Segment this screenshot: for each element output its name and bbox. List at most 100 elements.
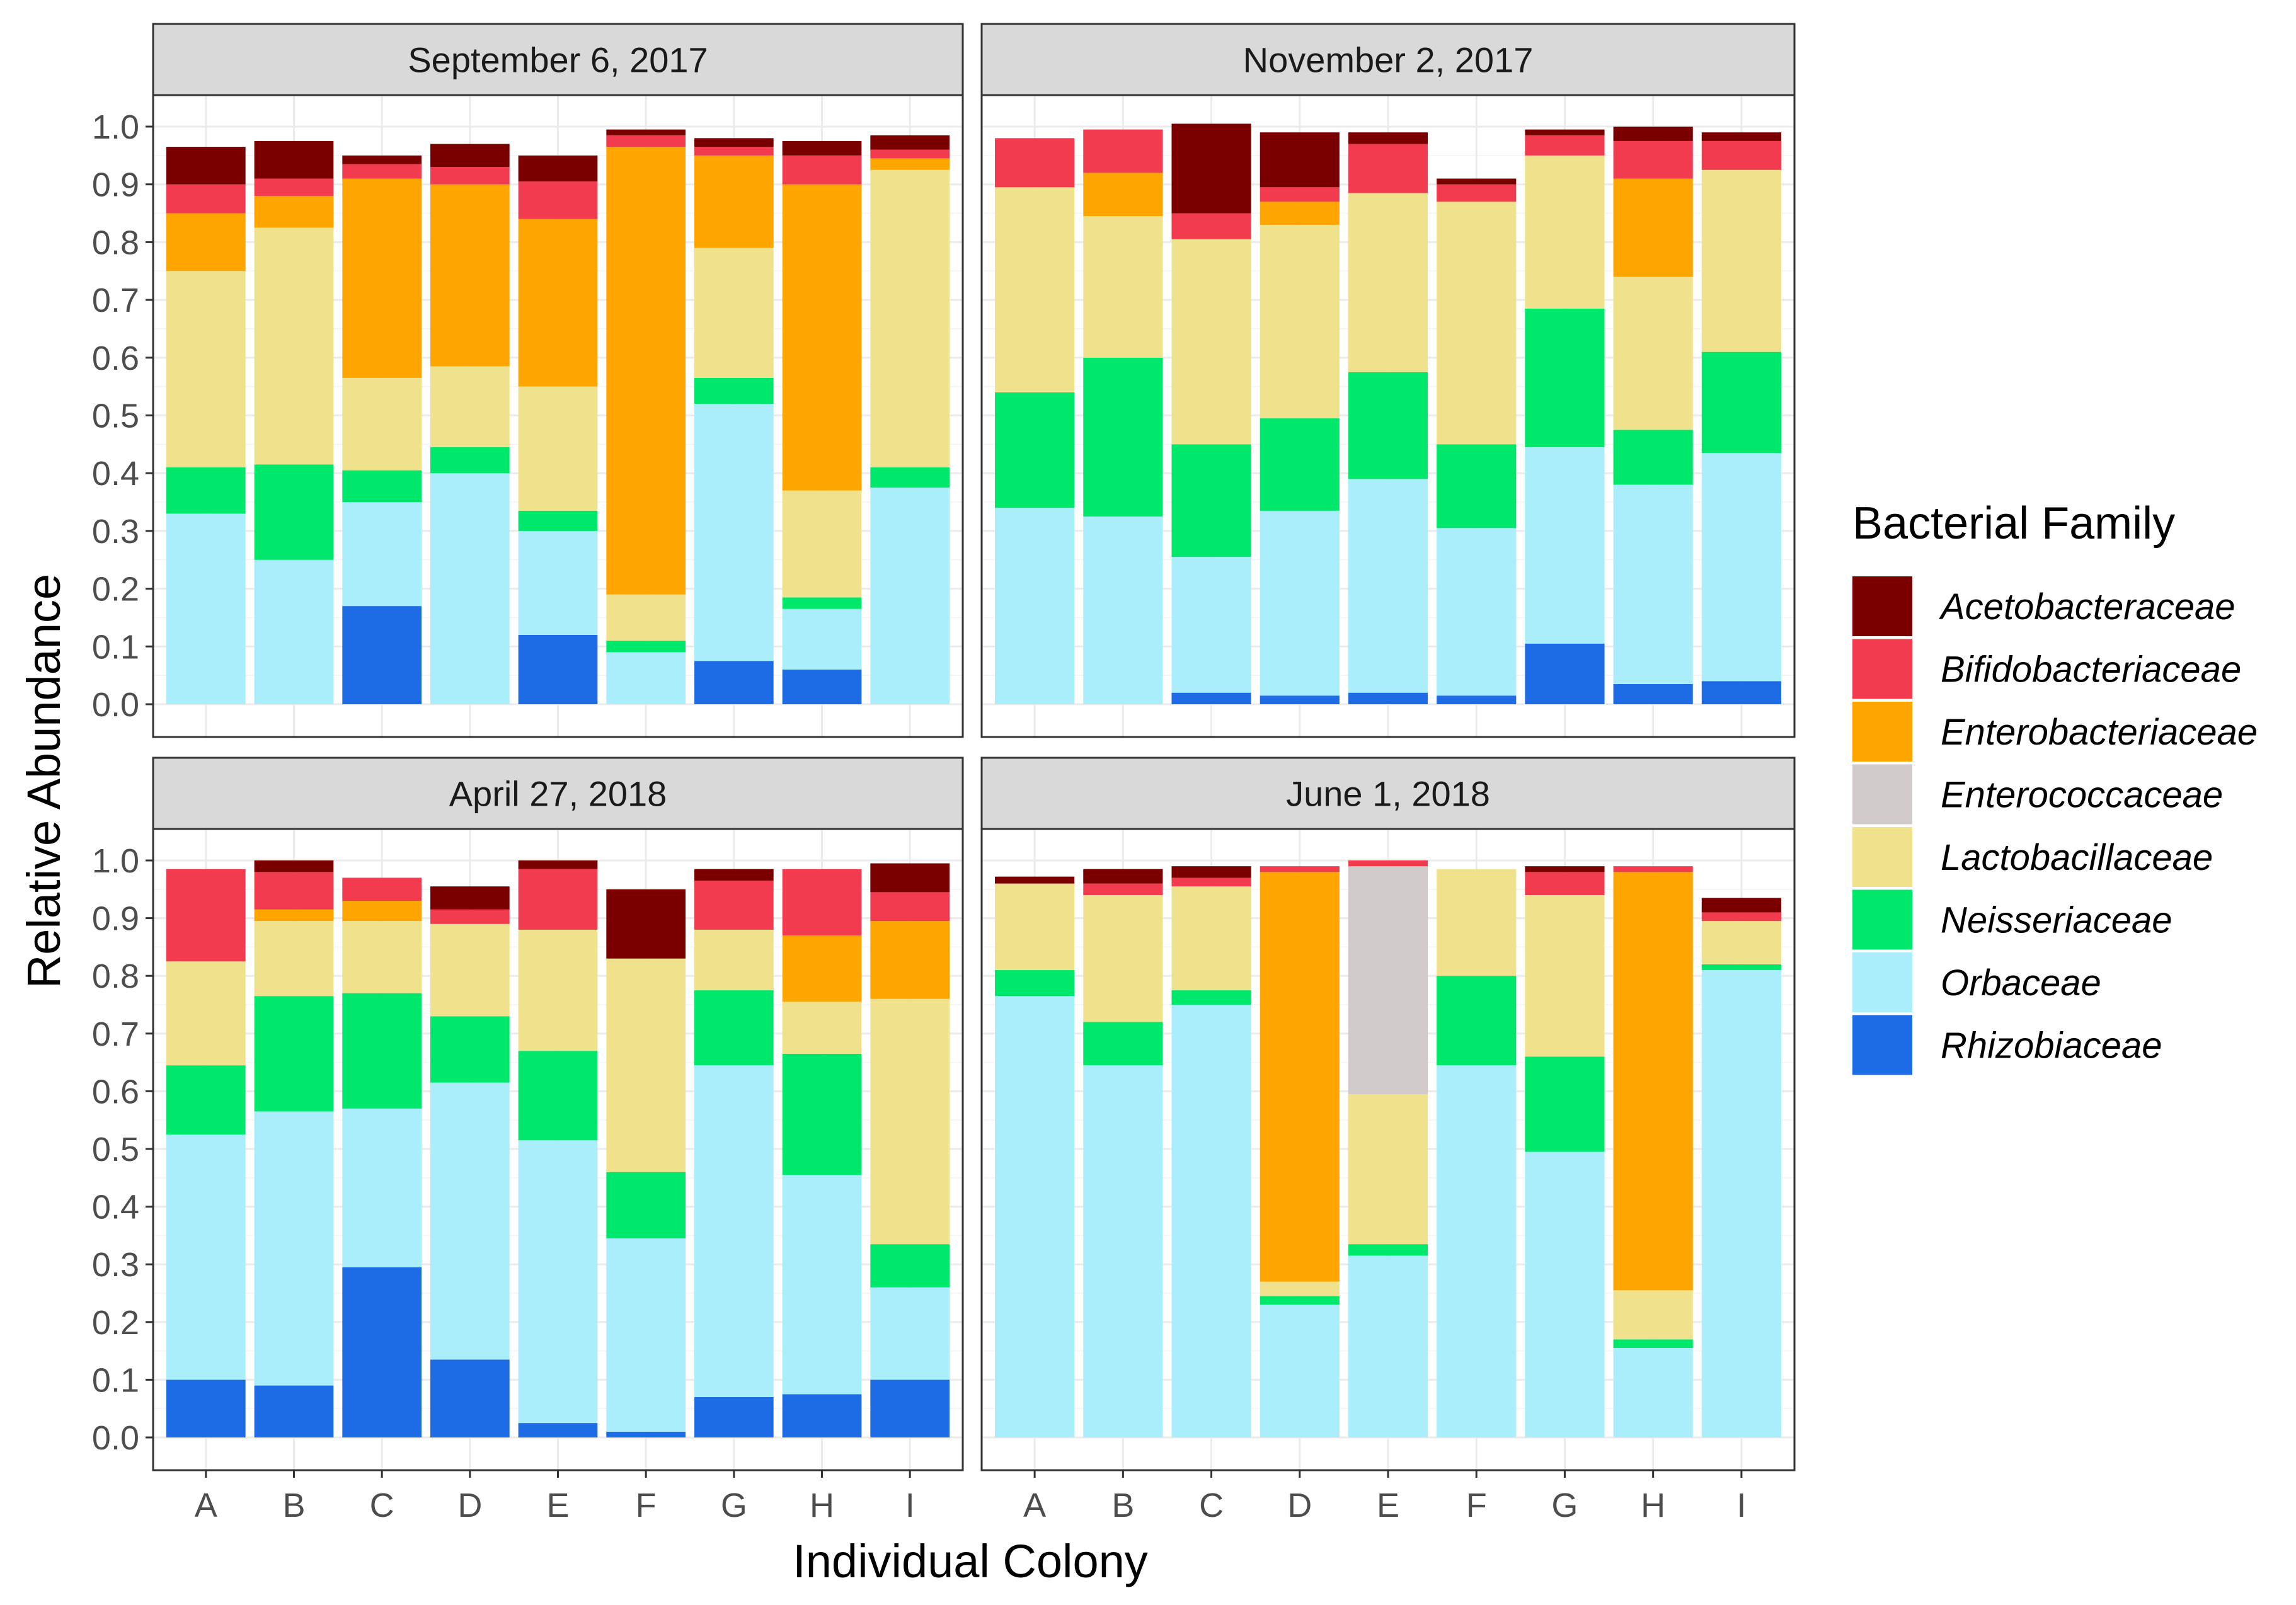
- bar-segment-lactobacillaceae-g: [694, 929, 774, 991]
- x-tick-label: E: [1377, 1487, 1399, 1524]
- y-tick-label: 0.9: [92, 166, 139, 204]
- x-tick-label: I: [905, 1487, 915, 1524]
- bar-segment-orbaceae-f: [606, 1238, 686, 1432]
- bar-segment-orbaceae-c: [342, 502, 422, 607]
- bar-segment-orbaceae-b: [1083, 516, 1163, 704]
- y-tick-label: 0.2: [92, 571, 139, 608]
- bar-segment-lactobacillaceae-b: [254, 227, 334, 465]
- bar-segment-neisseriaceae-f: [606, 1172, 686, 1238]
- bar-segment-neisseriaceae-c: [1171, 444, 1251, 557]
- bar-segment-orbaceae-c: [342, 1108, 422, 1267]
- bar-segment-neisseriaceae-h: [1613, 1339, 1693, 1349]
- bar-segment-lactobacillaceae-h: [782, 1002, 862, 1054]
- bar-segment-acetobacteraceae-c: [1171, 866, 1251, 878]
- x-tick-label: C: [1199, 1487, 1224, 1524]
- bar-segment-bifidobacteriaceae-i: [1701, 912, 1781, 922]
- bar-segment-rhizobiaceae-f: [1437, 695, 1517, 704]
- bar-segment-lactobacillaceae-a: [995, 883, 1075, 971]
- bar-segment-orbaceae-a: [995, 508, 1075, 704]
- bar-segment-orbaceae-e: [1348, 1255, 1428, 1437]
- bar-segment-lactobacillaceae-a: [166, 271, 246, 468]
- bar-segment-neisseriaceae-e: [1348, 1244, 1428, 1256]
- bar-segment-acetobacteraceae-f: [1437, 178, 1517, 185]
- bar-segment-bifidobacteriaceae-e: [1348, 860, 1428, 867]
- bar-segment-acetobacteraceae-b: [1083, 869, 1163, 884]
- bar-segment-enterobacteriaceae-a: [166, 213, 246, 271]
- bar-segment-bifidobacteriaceae-g: [694, 881, 774, 930]
- bar-segment-lactobacillaceae-b: [1083, 894, 1163, 1022]
- x-tick-label: H: [1641, 1487, 1665, 1524]
- bar-segment-lactobacillaceae-c: [342, 377, 422, 471]
- bar-segment-enterobacteriaceae-b: [254, 196, 334, 228]
- y-tick-label: 0.0: [92, 686, 139, 724]
- bar-segment-acetobacteraceae-f: [606, 889, 686, 959]
- bar-segment-lactobacillaceae-i: [870, 998, 950, 1245]
- bar-segment-bifidobacteriaceae-d: [1260, 187, 1340, 202]
- legend-label-rhizobiaceae: Rhizobiaceae: [1941, 1025, 2162, 1066]
- y-tick-label: 1.0: [92, 842, 139, 880]
- bar-segment-lactobacillaceae-f: [606, 958, 686, 1172]
- bar-segment-neisseriaceae-d: [1260, 1296, 1340, 1305]
- legend-key-lactobacillaceae: [1852, 827, 1912, 887]
- bar-segment-bifidobacteriaceae-a: [166, 184, 246, 214]
- bar-segment-enterobacteriaceae-h: [782, 935, 862, 1002]
- panel-strip: [152, 23, 964, 96]
- bar-segment-lactobacillaceae-f: [606, 594, 686, 641]
- bar-segment-bifidobacteriaceae-c: [342, 877, 422, 901]
- bar-segment-orbaceae-d: [430, 473, 510, 704]
- bar-segment-bifidobacteriaceae-g: [694, 147, 774, 156]
- y-tick-label: 0.7: [92, 282, 139, 319]
- bar-segment-neisseriaceae-i: [870, 467, 950, 488]
- bar-segment-lactobacillaceae-f: [1437, 869, 1517, 976]
- bar-segment-bifidobacteriaceae-d: [430, 167, 510, 185]
- y-tick-label: 0.4: [92, 455, 139, 493]
- x-axis-title: Individual Colony: [793, 1535, 1148, 1587]
- bar-segment-orbaceae-a: [166, 513, 246, 704]
- bar-segment-orbaceae-e: [1348, 479, 1428, 693]
- bar-segment-acetobacteraceae-h: [1613, 127, 1693, 141]
- bar-segment-lactobacillaceae-i: [870, 169, 950, 468]
- bar-segment-neisseriaceae-g: [694, 377, 774, 404]
- bar-segment-enterobacteriaceae-b: [1083, 173, 1163, 217]
- bar-segment-neisseriaceae-i: [1701, 964, 1781, 971]
- panel-strip: [980, 23, 1796, 96]
- bar-segment-lactobacillaceae-h: [1613, 277, 1693, 430]
- bar-segment-neisseriaceae-d: [1260, 418, 1340, 511]
- bar-segment-lactobacillaceae-d: [1260, 1281, 1340, 1296]
- bar-segment-rhizobiaceae-g: [694, 1397, 774, 1437]
- bar-segment-lactobacillaceae-g: [1525, 155, 1605, 309]
- bar-segment-orbaceae-i: [1701, 453, 1781, 682]
- bar-segment-enterobacteriaceae-d: [1260, 202, 1340, 225]
- y-tick-label: 0.4: [92, 1189, 139, 1226]
- bar-segment-enterobacteriaceae-d: [430, 184, 510, 367]
- bar-segment-orbaceae-f: [1437, 1065, 1517, 1437]
- bar-segment-orbaceae-d: [430, 1082, 510, 1360]
- panel: November 2, 2017: [980, 23, 1796, 738]
- x-tick-label: G: [721, 1487, 747, 1524]
- bar-segment-neisseriaceae-a: [166, 467, 246, 514]
- legend-label-acetobacteraceae: Acetobacteraceae: [1939, 586, 2236, 627]
- bar-segment-acetobacteraceae-c: [342, 155, 422, 164]
- x-tick-label: D: [1287, 1487, 1312, 1524]
- x-tick-label: A: [195, 1487, 217, 1524]
- bar-segment-lactobacillaceae-e: [518, 929, 598, 1051]
- bar-segment-lactobacillaceae-f: [1437, 202, 1517, 445]
- bar-segment-bifidobacteriaceae-g: [1525, 872, 1605, 895]
- y-tick-label: 0.9: [92, 900, 139, 938]
- bar-segment-acetobacteraceae-e: [518, 155, 598, 182]
- bar-segment-lactobacillaceae-a: [995, 187, 1075, 392]
- bar-segment-bifidobacteriaceae-h: [1613, 866, 1693, 872]
- x-tick-label: F: [636, 1487, 657, 1524]
- panel: September 6, 2017 0.0 0.1 0.2 0.3 0.4 0.5 0.6 0.…: [92, 23, 964, 738]
- bar-segment-enterobacteriaceae-i: [870, 158, 950, 170]
- bar-segment-neisseriaceae-g: [1525, 1056, 1605, 1152]
- bar-segment-bifidobacteriaceae-h: [782, 155, 862, 185]
- legend: Bacterial Family Acetobacteraceae Bifidob…: [1852, 498, 2258, 1075]
- chart-panels: September 6, 2017 0.0 0.1 0.2 0.3 0.4 0.5 0.6 0.…: [92, 23, 1796, 1524]
- bar-segment-rhizobiaceae-h: [782, 669, 862, 704]
- bar-segment-lactobacillaceae-d: [1260, 224, 1340, 419]
- x-tick-label: B: [1111, 1487, 1134, 1524]
- bar-segment-acetobacteraceae-g: [694, 869, 774, 881]
- bar-segment-acetobacteraceae-i: [1701, 132, 1781, 141]
- bar-segment-lactobacillaceae-i: [1701, 921, 1781, 964]
